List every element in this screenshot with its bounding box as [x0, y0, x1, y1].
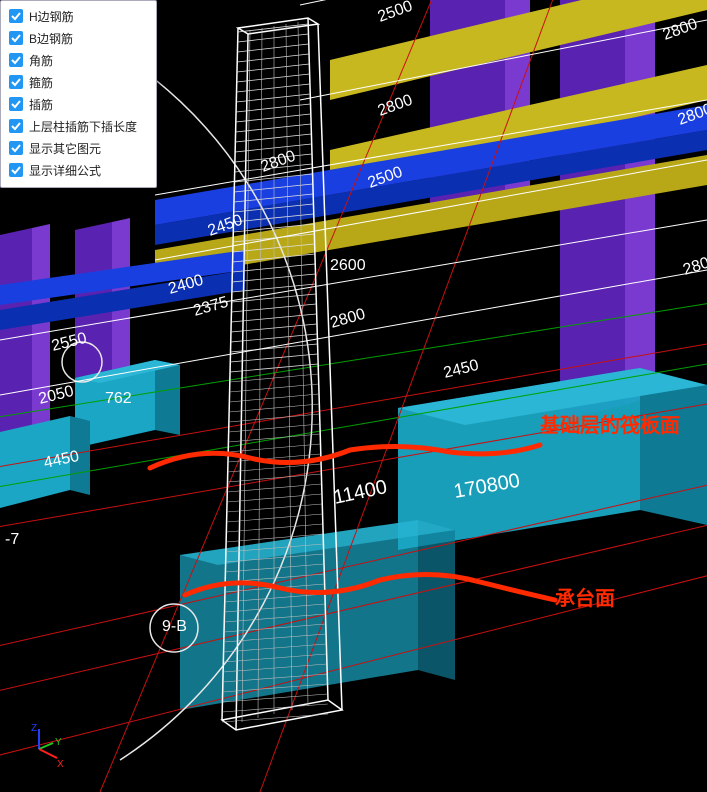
dimension-text: 2600	[330, 257, 366, 274]
legend-label: 箍筋	[29, 74, 53, 91]
axis-z-label: Z	[31, 724, 37, 734]
checkbox-icon[interactable]	[9, 163, 23, 177]
legend-item-b-edge-rebar[interactable]: B边钢筋	[1, 27, 156, 49]
dimension-text: 2800	[328, 306, 367, 332]
checkbox-icon[interactable]	[9, 141, 23, 155]
dimension-text: 9-B	[162, 618, 187, 635]
legend-label: 显示详细公式	[29, 162, 101, 179]
checkbox-icon[interactable]	[9, 53, 23, 67]
dimension-text: 762	[105, 390, 132, 407]
axis-triad: Z Y X	[14, 724, 64, 774]
viewport-3d[interactable]: H边钢筋 B边钢筋 角筋 箍筋 插筋 上层柱插筋下插长度 显示其它图元 显示详	[0, 0, 707, 792]
dimension-text: 2500	[376, 0, 415, 26]
legend-label: B边钢筋	[29, 30, 73, 47]
legend-label: 上层柱插筋下插长度	[29, 118, 137, 135]
legend-item-h-edge-rebar[interactable]: H边钢筋	[1, 5, 156, 27]
dimension-text: 2800	[681, 252, 707, 279]
annotation-raft-surface: 基础层的筏板面	[540, 413, 680, 437]
dimension-text: -7	[5, 531, 19, 548]
legend-label: H边钢筋	[29, 8, 74, 25]
checkbox-icon[interactable]	[9, 75, 23, 89]
legend-item-show-other[interactable]: 显示其它图元	[1, 137, 156, 159]
legend-item-corner-rebar[interactable]: 角筋	[1, 49, 156, 71]
dimension-text: 2800	[376, 92, 415, 120]
axis-y-label: Y	[55, 737, 62, 748]
dimension-text: 2450	[442, 357, 481, 382]
dimension-text: 2800	[661, 16, 700, 44]
legend-item-show-formula[interactable]: 显示详细公式	[1, 159, 156, 181]
axis-x-label: X	[57, 759, 64, 770]
legend-label: 插筋	[29, 96, 53, 113]
footings	[0, 360, 707, 710]
legend-label: 显示其它图元	[29, 140, 101, 157]
legend-item-dowel[interactable]: 插筋	[1, 93, 156, 115]
legend-label: 角筋	[29, 52, 53, 69]
annotation-cap-surface: 承台面	[555, 586, 615, 610]
layer-legend-panel: H边钢筋 B边钢筋 角筋 箍筋 插筋 上层柱插筋下插长度 显示其它图元 显示详	[0, 0, 157, 188]
checkbox-icon[interactable]	[9, 97, 23, 111]
checkbox-icon[interactable]	[9, 9, 23, 23]
dimension-text: 11400	[331, 476, 389, 509]
checkbox-icon[interactable]	[9, 31, 23, 45]
legend-item-stirrup[interactable]: 箍筋	[1, 71, 156, 93]
legend-item-upper-dowel-length[interactable]: 上层柱插筋下插长度	[1, 115, 156, 137]
checkbox-icon[interactable]	[9, 119, 23, 133]
